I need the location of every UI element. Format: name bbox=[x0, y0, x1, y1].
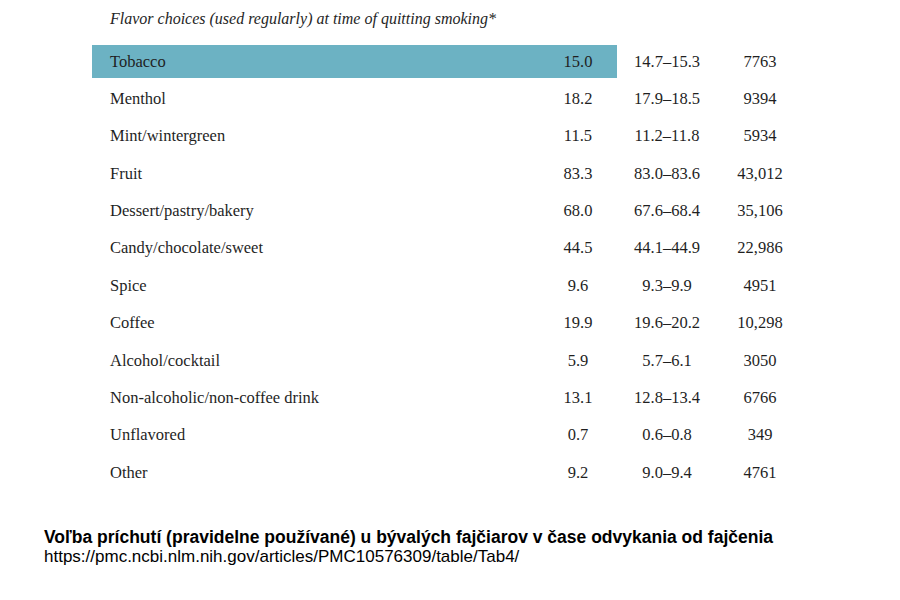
ci-value: 14.7–15.3 bbox=[614, 52, 720, 72]
count-value: 4951 bbox=[720, 276, 800, 296]
table-row: Fruit 83.3 83.0–83.6 43,012 bbox=[92, 157, 800, 194]
table-row: Spice 9.6 9.3–9.9 4951 bbox=[92, 269, 800, 306]
table-row: Tobacco 15.0 14.7–15.3 7763 bbox=[92, 45, 800, 82]
flavor-label: Menthol bbox=[92, 89, 542, 109]
table-row: Mint/wintergreen 11.5 11.2–11.8 5934 bbox=[92, 120, 800, 157]
count-value: 10,298 bbox=[720, 313, 800, 333]
ci-value: 5.7–6.1 bbox=[614, 351, 720, 371]
percent-value: 13.1 bbox=[542, 388, 614, 408]
count-value: 5934 bbox=[720, 126, 800, 146]
percent-value: 15.0 bbox=[542, 52, 614, 72]
flavor-table: Tobacco 15.0 14.7–15.3 7763 Menthol 18.2… bbox=[92, 45, 800, 494]
count-value: 7763 bbox=[720, 52, 800, 72]
percent-value: 18.2 bbox=[542, 89, 614, 109]
percent-value: 5.9 bbox=[542, 351, 614, 371]
table-row: Dessert/pastry/bakery 68.0 67.6–68.4 35,… bbox=[92, 195, 800, 232]
count-value: 22,986 bbox=[720, 238, 800, 258]
table-row: Candy/chocolate/sweet 44.5 44.1–44.9 22,… bbox=[92, 232, 800, 269]
ci-value: 19.6–20.2 bbox=[614, 313, 720, 333]
ci-value: 11.2–11.8 bbox=[614, 126, 720, 146]
percent-value: 11.5 bbox=[542, 126, 614, 146]
table-row: Alcohol/cocktail 5.9 5.7–6.1 3050 bbox=[92, 344, 800, 381]
flavor-label: Dessert/pastry/bakery bbox=[92, 201, 542, 221]
ci-value: 9.0–9.4 bbox=[614, 463, 720, 483]
table-row: Non-alcoholic/non-coffee drink 13.1 12.8… bbox=[92, 382, 800, 419]
flavor-label: Mint/wintergreen bbox=[92, 126, 542, 146]
count-value: 9394 bbox=[720, 89, 800, 109]
percent-value: 9.2 bbox=[542, 463, 614, 483]
percent-value: 83.3 bbox=[542, 164, 614, 184]
table-row: Menthol 18.2 17.9–18.5 9394 bbox=[92, 82, 800, 119]
flavor-label: Coffee bbox=[92, 313, 542, 333]
ci-value: 83.0–83.6 bbox=[614, 164, 720, 184]
source-url: https://pmc.ncbi.nlm.nih.gov/articles/PM… bbox=[44, 547, 773, 567]
flavor-label: Non-alcoholic/non-coffee drink bbox=[92, 388, 542, 408]
ci-value: 0.6–0.8 bbox=[614, 425, 720, 445]
ci-value: 17.9–18.5 bbox=[614, 89, 720, 109]
table-row: Unflavored 0.7 0.6–0.8 349 bbox=[92, 419, 800, 456]
percent-value: 0.7 bbox=[542, 425, 614, 445]
percent-value: 9.6 bbox=[542, 276, 614, 296]
percent-value: 68.0 bbox=[542, 201, 614, 221]
flavor-label: Other bbox=[92, 463, 542, 483]
flavor-label: Spice bbox=[92, 276, 542, 296]
table-title: Flavor choices (used regularly) at time … bbox=[110, 10, 496, 28]
table-row: Other 9.2 9.0–9.4 4761 bbox=[92, 456, 800, 493]
flavor-label: Alcohol/cocktail bbox=[92, 351, 542, 371]
count-value: 4761 bbox=[720, 463, 800, 483]
ci-value: 44.1–44.9 bbox=[614, 238, 720, 258]
flavor-label: Candy/chocolate/sweet bbox=[92, 238, 542, 258]
percent-value: 44.5 bbox=[542, 238, 614, 258]
count-value: 3050 bbox=[720, 351, 800, 371]
flavor-label: Tobacco bbox=[92, 52, 542, 72]
count-value: 35,106 bbox=[720, 201, 800, 221]
table-row: Coffee 19.9 19.6–20.2 10,298 bbox=[92, 307, 800, 344]
count-value: 6766 bbox=[720, 388, 800, 408]
caption-block: Voľba príchutí (pravidelne používané) u … bbox=[44, 527, 773, 567]
flavor-label: Fruit bbox=[92, 164, 542, 184]
percent-value: 19.9 bbox=[542, 313, 614, 333]
ci-value: 67.6–68.4 bbox=[614, 201, 720, 221]
count-value: 349 bbox=[720, 425, 800, 445]
flavor-label: Unflavored bbox=[92, 425, 542, 445]
ci-value: 12.8–13.4 bbox=[614, 388, 720, 408]
count-value: 43,012 bbox=[720, 164, 800, 184]
caption-translated: Voľba príchutí (pravidelne používané) u … bbox=[44, 527, 773, 547]
ci-value: 9.3–9.9 bbox=[614, 276, 720, 296]
